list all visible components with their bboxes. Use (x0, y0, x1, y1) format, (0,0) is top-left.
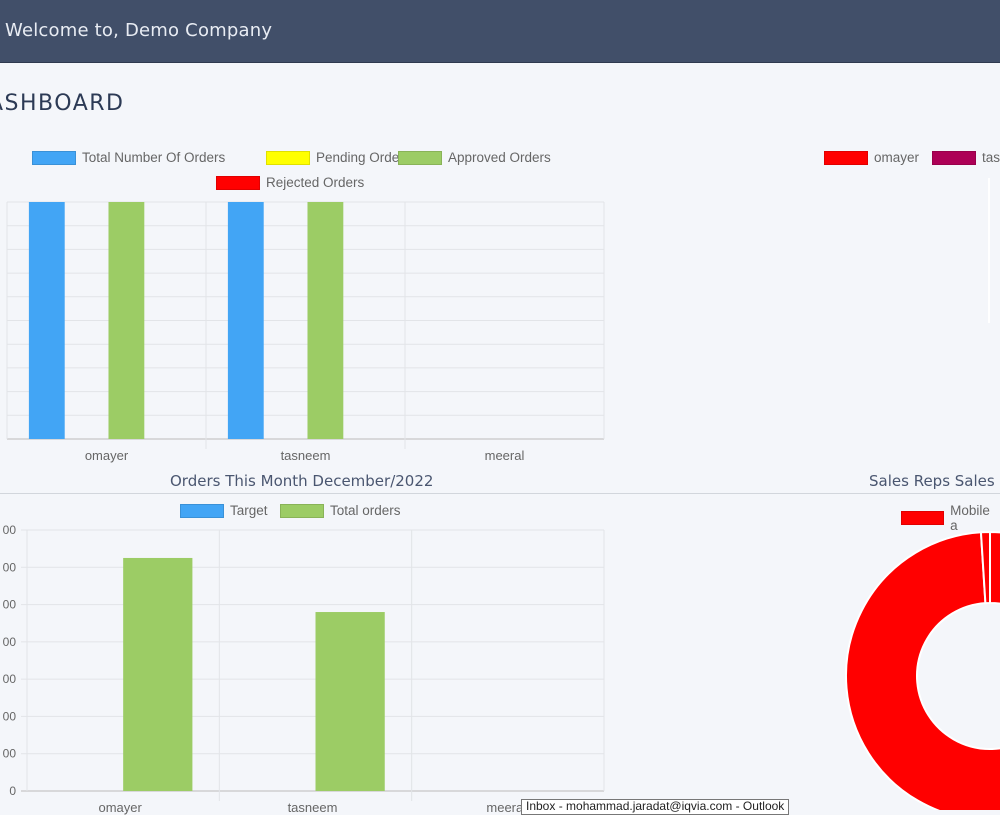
legend-swatch (824, 150, 868, 165)
x-tick-label: tasneem (288, 800, 338, 815)
x-tick-label: meera (486, 800, 524, 815)
y-tick-label: 0 (9, 784, 16, 798)
pie-slice-border (988, 178, 990, 323)
orders-this-month-title: Orders This Month December/2022 (170, 472, 434, 490)
legend-item[interactable]: Pending Orders (266, 150, 411, 165)
y-tick-label: 00 (3, 560, 17, 574)
y-tick-label: 00 (3, 598, 17, 612)
legend-item[interactable]: Approved Orders (398, 150, 551, 165)
legend-item[interactable]: omayer (824, 150, 919, 165)
sales-reps-sales-title: Sales Reps Sales D (869, 472, 1000, 490)
bar-tasneem-1[interactable] (315, 612, 385, 791)
y-tick-label: 00 (3, 523, 17, 537)
legend-label: Rejected Orders (266, 175, 365, 190)
x-tick-label: meeral (485, 448, 525, 463)
taskbar-tooltip: Inbox - mohammad.jaradat@iqvia.com - Out… (521, 799, 790, 815)
y-tick-label: 00 (3, 672, 17, 686)
legend-label: Total Number Of Orders (82, 150, 226, 165)
legend-label: Target (230, 503, 268, 518)
bar-tasneem-2[interactable] (307, 202, 344, 439)
legend-item[interactable]: Mobile a (901, 503, 1000, 533)
orders-status-chart: omayer tasneem meeral (6, 201, 605, 463)
top-navbar: Welcome to, Demo Company (0, 0, 1000, 63)
legend-swatch (901, 511, 945, 525)
donut-slice-0[interactable] (845, 530, 1000, 810)
x-tick-label: omayer (85, 448, 129, 463)
legend-label: omayer (874, 150, 920, 165)
legend-swatch (180, 503, 224, 518)
donut-slice-1[interactable] (979, 530, 991, 605)
sales-reps-donut-chart (845, 530, 1000, 810)
legend-label: Total orders (330, 503, 401, 518)
legend-item[interactable]: Target (180, 503, 268, 518)
section-divider (0, 493, 1000, 494)
y-tick-label: 00 (3, 635, 17, 649)
legend-item[interactable]: tas (932, 150, 1000, 165)
legend-swatch (266, 150, 310, 165)
x-tick-label: tasneem (281, 448, 331, 463)
legend-label: Approved Orders (448, 150, 551, 165)
legend-swatch (280, 503, 324, 518)
legend-item[interactable]: Total Number Of Orders (32, 150, 225, 165)
legend-item[interactable]: Total orders (280, 503, 401, 518)
legend-swatch (216, 175, 260, 190)
page-title: ASHBOARD (0, 91, 125, 116)
legend-swatch (932, 150, 976, 165)
welcome-text: Welcome to, Demo Company (5, 20, 273, 41)
x-tick-label: omayer (98, 800, 142, 815)
legend-swatch (398, 150, 442, 165)
bar-omayer-1[interactable] (123, 557, 193, 791)
y-tick-label: 00 (3, 709, 17, 723)
legend-item[interactable]: Rejected Orders (216, 175, 364, 190)
bar-tasneem-0[interactable] (227, 202, 264, 439)
legend-label: Pending Orders (316, 150, 411, 165)
bar-omayer-2[interactable] (108, 202, 145, 439)
legend-swatch (32, 150, 76, 165)
y-tick-label: 00 (3, 747, 17, 761)
legend-label: Mobile a (950, 503, 990, 533)
legend-label: tas (982, 150, 1000, 165)
bar-omayer-0[interactable] (28, 202, 65, 439)
